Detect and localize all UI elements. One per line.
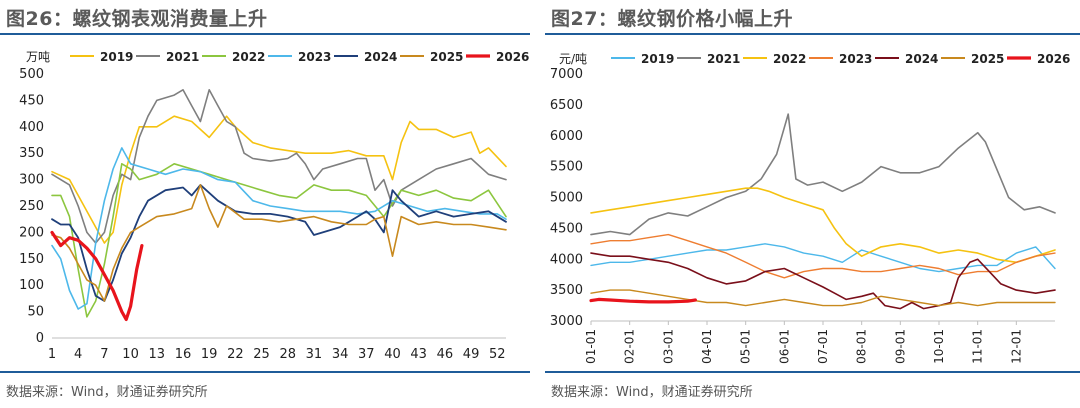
legend-label-2019: 2019 — [641, 52, 674, 66]
price-chart-panel: 图27：螺纹钢价格小幅上升 元/吨 2019 2021 2022 2023 2024 202… — [545, 0, 1080, 408]
price-line-chart: 元/吨 2019 2021 2022 2023 2024 2025 2026 3000 3500 4… — [550, 52, 1071, 364]
source-divider — [545, 371, 1080, 373]
legend-label-2024: 2024 — [905, 52, 938, 66]
x-tick-label: 10-01 — [932, 329, 946, 364]
x-tick-label: 12-01 — [1009, 329, 1023, 364]
y-tick-label: 500 — [19, 67, 44, 82]
y-tick-label: 5000 — [550, 191, 583, 206]
legend-label-2022: 2022 — [232, 50, 265, 64]
x-tick-label: 40 — [384, 347, 401, 362]
x-tick-label: 1 — [48, 347, 56, 362]
x-tick-label: 31 — [306, 347, 323, 362]
legend-label-2025: 2025 — [430, 50, 463, 64]
x-tick-label: 08-01 — [855, 329, 869, 364]
series-line-2023 — [51, 147, 507, 310]
legend-label-2021: 2021 — [707, 52, 740, 66]
x-tick-label: 46 — [437, 347, 454, 362]
unit-label: 万吨 — [26, 50, 50, 64]
y-tick-label: 150 — [19, 252, 44, 267]
x-tick-label: 19 — [201, 347, 218, 362]
y-tick-label: 50 — [27, 305, 44, 320]
series-line-2019 — [590, 243, 1056, 273]
x-tick-label: 22 — [227, 347, 244, 362]
series-line-2021 — [590, 113, 1056, 236]
chart-title: 图27：螺纹钢价格小幅上升 — [551, 8, 793, 30]
title-divider — [545, 33, 1080, 35]
series-line-2024 — [590, 252, 1056, 310]
x-tick-label: 37 — [358, 347, 375, 362]
x-tick-label: 09-01 — [893, 329, 907, 364]
x-tick-label: 43 — [410, 347, 427, 362]
y-tick-label: 400 — [19, 120, 44, 135]
legend-label-2022: 2022 — [773, 52, 806, 66]
legend-label-2024: 2024 — [364, 50, 397, 64]
x-tick-label: 52 — [489, 347, 506, 362]
chart-title: 图26：螺纹钢表观消费量上升 — [6, 8, 268, 30]
source-note: 数据来源：Wind，财通证券研究所 — [6, 385, 208, 400]
series-line-2019 — [51, 115, 507, 244]
series-line-2022 — [590, 187, 1056, 264]
legend-label-2023: 2023 — [839, 52, 872, 66]
x-tick-label: 11-01 — [971, 329, 985, 364]
x-tick-label: 28 — [279, 347, 296, 362]
legend-label-2021: 2021 — [166, 50, 199, 64]
y-tick-label: 4000 — [550, 252, 583, 267]
y-tick-label: 6500 — [550, 98, 583, 113]
source-note: 数据来源：Wind，财通证券研究所 — [551, 385, 753, 400]
x-tick-label: 34 — [332, 347, 349, 362]
legend-label-2026: 2026 — [496, 50, 529, 64]
series-line-2026 — [589, 297, 697, 304]
y-tick-label: 6000 — [550, 129, 583, 144]
legend-label-2023: 2023 — [298, 50, 331, 64]
y-tick-label: 300 — [19, 173, 44, 188]
x-tick-label: 10 — [122, 347, 139, 362]
series-line-2021 — [51, 89, 507, 244]
series-line-2023 — [590, 233, 1056, 279]
x-tick-label: 49 — [463, 347, 480, 362]
x-tick-label: 7 — [100, 347, 108, 362]
x-tick-label: 25 — [253, 347, 270, 362]
series-line-2026 — [50, 230, 144, 322]
y-tick-label: 200 — [19, 225, 44, 240]
consumption-chart-panel: 图26：螺纹钢表观消费量上升 万吨 2019 2021 2022 2023 2024 202… — [0, 0, 530, 408]
series-line-2025 — [51, 184, 507, 302]
y-tick-label: 450 — [19, 93, 44, 108]
series-line-2022 — [51, 163, 507, 318]
consumption-line-chart: 万吨 2019 2021 2022 2023 2024 2025 2026 0 50 100 150 2… — [19, 50, 529, 362]
x-tick-label: 04-01 — [700, 329, 714, 364]
y-tick-label: 3000 — [550, 314, 583, 329]
x-tick-label: 16 — [175, 347, 192, 362]
series-line-2024 — [51, 184, 507, 302]
legend-label-2019: 2019 — [100, 50, 133, 64]
y-tick-label: 4500 — [550, 221, 583, 236]
title-divider — [0, 33, 530, 35]
y-tick-label: 250 — [19, 199, 44, 214]
y-tick-label: 100 — [19, 278, 44, 293]
x-tick-label: 02-01 — [623, 329, 637, 364]
x-tick-label: 01-01 — [584, 329, 598, 364]
y-tick-label: 3500 — [550, 283, 583, 298]
x-tick-label: 4 — [74, 347, 82, 362]
source-divider — [0, 371, 530, 373]
y-tick-label: 350 — [19, 146, 44, 161]
x-tick-label: 13 — [148, 347, 165, 362]
unit-label: 元/吨 — [559, 52, 587, 66]
y-tick-label: 0 — [36, 331, 44, 346]
y-tick-label: 7000 — [550, 67, 583, 82]
y-tick-label: 5500 — [550, 160, 583, 175]
x-tick-label: 06-01 — [777, 329, 791, 364]
series-line-2025 — [590, 289, 1056, 307]
x-tick-label: 07-01 — [816, 329, 830, 364]
legend-label-2025: 2025 — [971, 52, 1004, 66]
x-tick-label: 03-01 — [661, 329, 675, 364]
x-tick-label: 05-01 — [739, 329, 753, 364]
legend-label-2026: 2026 — [1037, 52, 1070, 66]
